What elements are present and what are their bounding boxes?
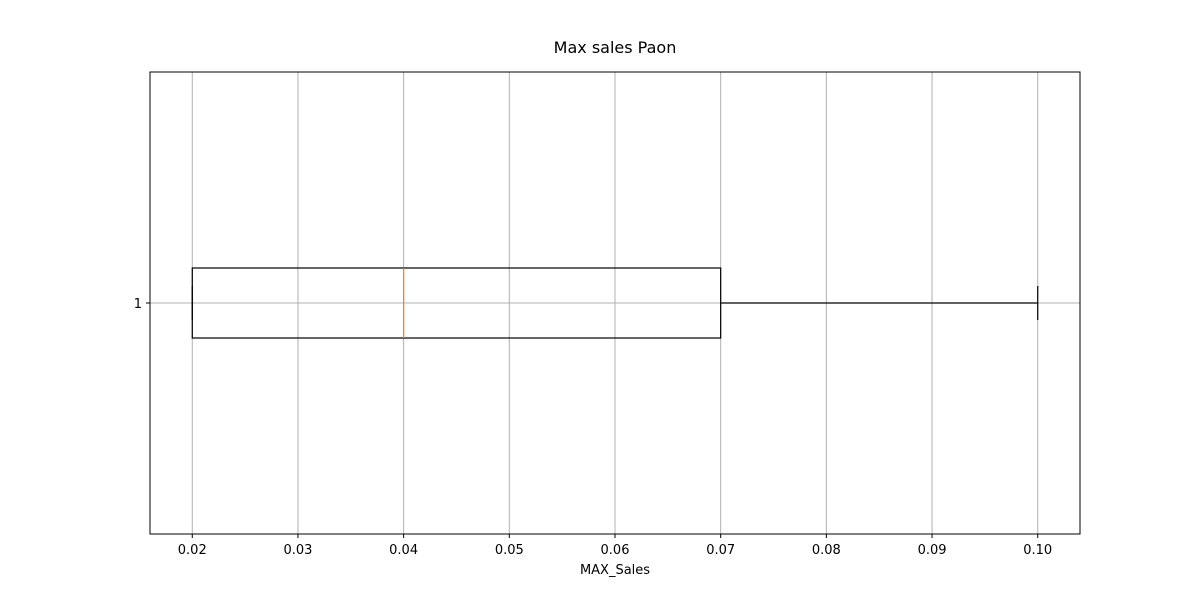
box-iqr [191, 267, 722, 339]
x-tick-label: 0.02 [178, 543, 207, 558]
x-axis-label: MAX_Sales [580, 563, 650, 578]
x-tick-label: 0.03 [283, 543, 312, 558]
y-axis-ticks: 1 [134, 297, 150, 312]
x-tick-label: 0.05 [495, 543, 524, 558]
x-tick-label: 0.09 [918, 543, 947, 558]
chart-title: Max sales Paon [554, 38, 677, 57]
x-axis-ticks: 0.02 0.03 0.04 0.05 0.06 0.07 0.08 0.09 0.10 [178, 534, 1052, 558]
x-tick-label: 0.06 [601, 543, 630, 558]
y-tick-label: 1 [134, 297, 142, 312]
x-tick-label: 0.08 [812, 543, 841, 558]
box-layer [191, 267, 1039, 339]
x-tick-label: 0.10 [1023, 543, 1052, 558]
x-tick-label: 0.07 [706, 543, 735, 558]
x-tick-label: 0.04 [389, 543, 418, 558]
